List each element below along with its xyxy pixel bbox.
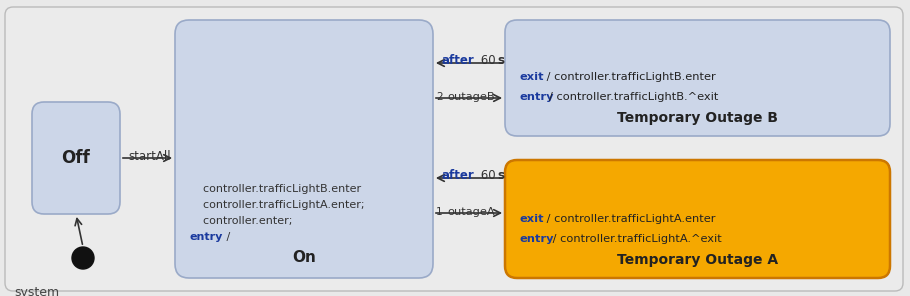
- Text: On: On: [292, 250, 316, 266]
- Text: system: system: [14, 286, 59, 296]
- Text: exit: exit: [519, 214, 543, 224]
- Circle shape: [72, 247, 94, 269]
- Text: s: s: [497, 54, 504, 67]
- FancyBboxPatch shape: [5, 7, 903, 291]
- Text: entry: entry: [519, 92, 553, 102]
- Text: entry: entry: [189, 232, 222, 242]
- Text: 60: 60: [477, 54, 496, 67]
- Text: entry: entry: [519, 234, 553, 244]
- Text: s: s: [497, 169, 504, 182]
- Text: /: /: [223, 232, 230, 242]
- FancyBboxPatch shape: [32, 102, 120, 214]
- Text: controller.trafficLightB.enter: controller.trafficLightB.enter: [189, 184, 361, 194]
- Text: outageA: outageA: [447, 207, 495, 217]
- Text: outageB: outageB: [447, 92, 495, 102]
- Text: / controller.trafficLightA.^exit: / controller.trafficLightA.^exit: [549, 234, 722, 244]
- Text: after: after: [441, 169, 474, 182]
- Text: 2: 2: [436, 92, 442, 102]
- Text: / controller.trafficLightA.enter: / controller.trafficLightA.enter: [543, 214, 715, 224]
- Text: Off: Off: [62, 149, 90, 167]
- Text: / controller.trafficLightB.enter: / controller.trafficLightB.enter: [543, 72, 716, 82]
- Text: after: after: [441, 54, 474, 67]
- Text: Temporary Outage A: Temporary Outage A: [617, 253, 778, 267]
- FancyBboxPatch shape: [505, 160, 890, 278]
- FancyBboxPatch shape: [175, 20, 433, 278]
- Text: controller.trafficLightA.enter;: controller.trafficLightA.enter;: [189, 200, 365, 210]
- Text: exit: exit: [519, 72, 543, 82]
- Text: 1: 1: [436, 207, 442, 217]
- Text: controller.enter;: controller.enter;: [189, 216, 292, 226]
- Text: Temporary Outage B: Temporary Outage B: [617, 111, 778, 125]
- Text: startAll: startAll: [128, 150, 171, 163]
- Text: / controller.trafficLightB.^exit: / controller.trafficLightB.^exit: [549, 92, 718, 102]
- FancyBboxPatch shape: [505, 20, 890, 136]
- Text: 60: 60: [477, 169, 496, 182]
